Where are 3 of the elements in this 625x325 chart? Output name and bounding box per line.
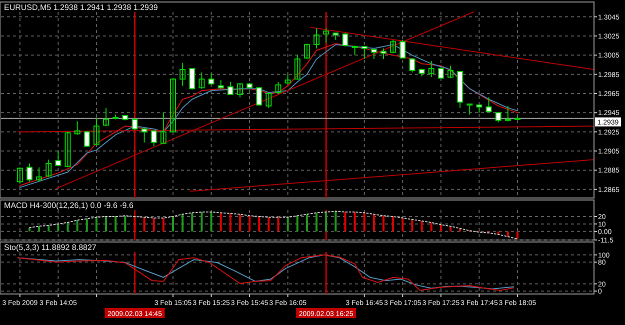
chart-title: MACD H4-300(12,26,1) 0.0 -9.6 -9.6	[4, 201, 134, 210]
chart-title: EURUSD,M5 1.2938 1.2941 1.2938 1.2939	[4, 3, 158, 12]
chart-title: Sto(5,3,3) 11.8892 8.8827	[4, 243, 97, 252]
